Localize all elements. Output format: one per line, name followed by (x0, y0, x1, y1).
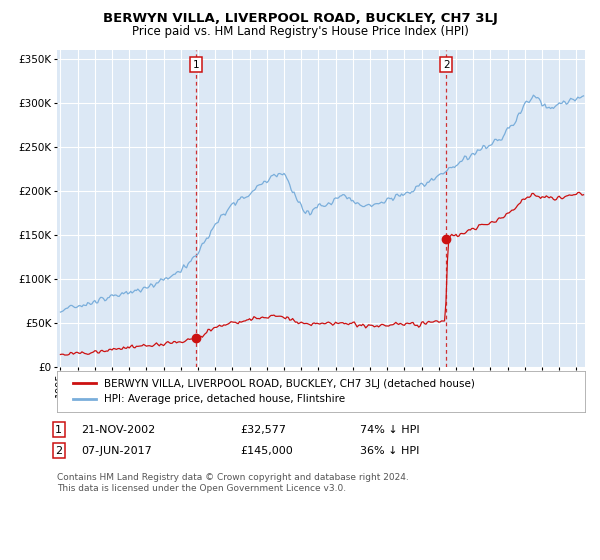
Legend: BERWYN VILLA, LIVERPOOL ROAD, BUCKLEY, CH7 3LJ (detached house), HPI: Average pr: BERWYN VILLA, LIVERPOOL ROAD, BUCKLEY, C… (67, 374, 480, 409)
Text: £145,000: £145,000 (240, 446, 293, 456)
Text: 07-JUN-2017: 07-JUN-2017 (81, 446, 152, 456)
Text: Price paid vs. HM Land Registry's House Price Index (HPI): Price paid vs. HM Land Registry's House … (131, 25, 469, 38)
Text: 36% ↓ HPI: 36% ↓ HPI (360, 446, 419, 456)
Text: 21-NOV-2002: 21-NOV-2002 (81, 424, 155, 435)
Text: 2: 2 (443, 59, 449, 69)
Text: £32,577: £32,577 (240, 424, 286, 435)
Text: 2: 2 (55, 446, 62, 456)
Text: BERWYN VILLA, LIVERPOOL ROAD, BUCKLEY, CH7 3LJ: BERWYN VILLA, LIVERPOOL ROAD, BUCKLEY, C… (103, 12, 497, 25)
Text: 1: 1 (193, 59, 200, 69)
Text: 1: 1 (55, 424, 62, 435)
Text: 74% ↓ HPI: 74% ↓ HPI (360, 424, 419, 435)
Text: Contains HM Land Registry data © Crown copyright and database right 2024.
This d: Contains HM Land Registry data © Crown c… (57, 473, 409, 493)
